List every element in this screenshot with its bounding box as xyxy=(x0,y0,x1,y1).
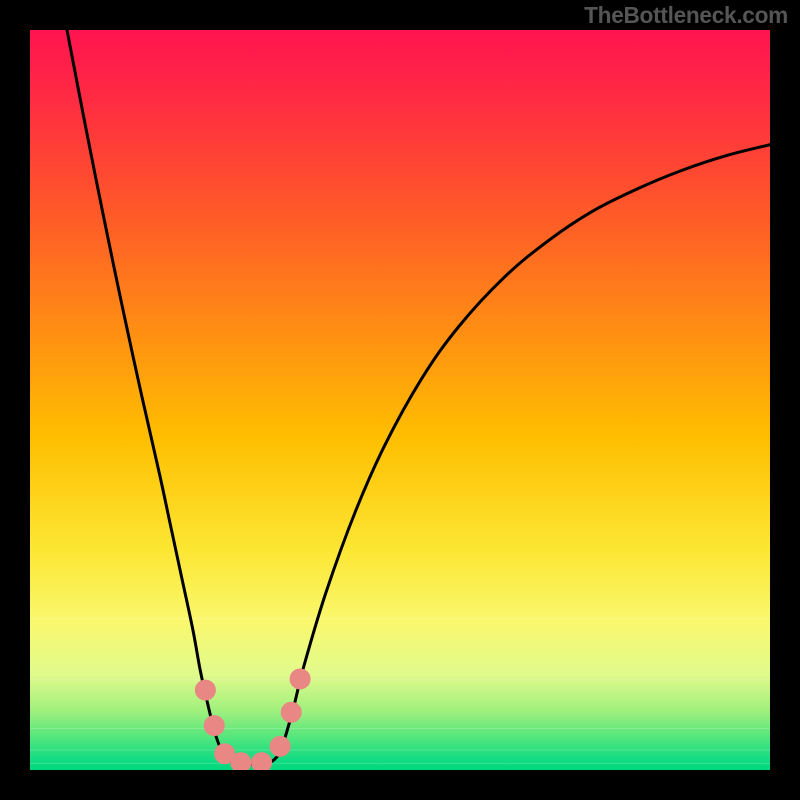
data-marker xyxy=(290,669,310,689)
bottleneck-curve-chart xyxy=(0,0,800,800)
watermark-label: TheBottleneck.com xyxy=(584,2,788,29)
chart-container: TheBottleneck.com xyxy=(0,0,800,800)
data-marker xyxy=(195,680,215,700)
data-marker xyxy=(281,702,301,722)
plot-area xyxy=(30,30,770,773)
data-marker xyxy=(270,736,290,756)
data-marker xyxy=(231,753,251,773)
data-marker xyxy=(252,753,272,773)
gradient-background xyxy=(30,30,770,770)
data-marker xyxy=(204,716,224,736)
